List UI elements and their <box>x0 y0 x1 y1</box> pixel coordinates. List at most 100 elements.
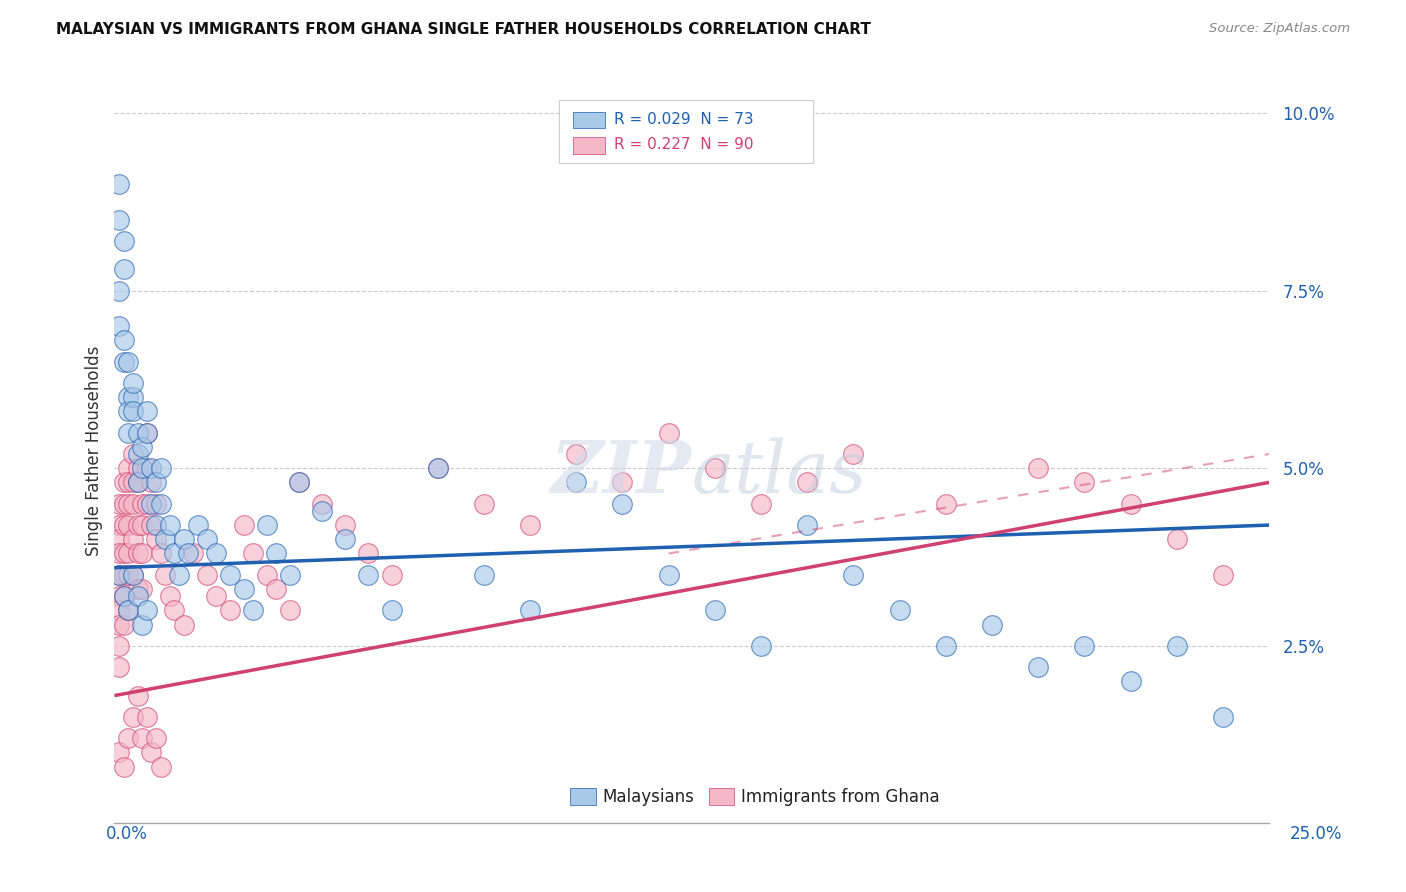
Text: atlas: atlas <box>692 438 868 508</box>
Point <box>135 603 157 617</box>
Point <box>112 234 135 248</box>
Point <box>935 639 957 653</box>
Point <box>163 546 186 560</box>
Point <box>112 334 135 348</box>
Point <box>256 518 278 533</box>
Point <box>703 603 725 617</box>
Point <box>796 518 818 533</box>
Point <box>278 603 301 617</box>
Point <box>108 212 131 227</box>
Point <box>117 603 139 617</box>
Bar <box>571 789 596 805</box>
Text: R = 0.029  N = 73: R = 0.029 N = 73 <box>614 112 754 128</box>
Point <box>177 546 200 560</box>
Point <box>112 518 135 533</box>
Point <box>232 582 254 596</box>
Point <box>131 497 153 511</box>
Point <box>167 567 190 582</box>
Bar <box>572 137 605 153</box>
Point <box>135 425 157 440</box>
Point <box>1212 710 1234 724</box>
Y-axis label: Single Father Households: Single Father Households <box>86 345 103 556</box>
Point <box>122 475 145 490</box>
Point <box>108 177 131 191</box>
Point <box>159 518 181 533</box>
Point <box>112 589 135 603</box>
Point <box>612 475 634 490</box>
Point <box>108 639 131 653</box>
Point <box>112 589 135 603</box>
Point <box>108 567 131 582</box>
Point <box>117 475 139 490</box>
Point <box>149 759 172 773</box>
Point <box>357 546 380 560</box>
Point <box>205 546 228 560</box>
Point <box>173 533 195 547</box>
Point <box>122 447 145 461</box>
Point <box>145 475 167 490</box>
Point <box>195 567 218 582</box>
Point <box>519 518 541 533</box>
Point <box>141 746 163 760</box>
FancyBboxPatch shape <box>560 100 813 163</box>
Point <box>1212 567 1234 582</box>
Point <box>135 710 157 724</box>
Point <box>335 518 357 533</box>
Point <box>658 567 681 582</box>
Point <box>288 475 311 490</box>
Point <box>117 354 139 368</box>
Point <box>127 447 149 461</box>
Point <box>1166 639 1188 653</box>
Point <box>141 518 163 533</box>
Point <box>112 617 135 632</box>
Point <box>112 546 135 560</box>
Point <box>108 518 131 533</box>
Point <box>112 497 135 511</box>
Point <box>127 475 149 490</box>
Point <box>112 354 135 368</box>
Point <box>149 497 172 511</box>
Point <box>112 759 135 773</box>
Point <box>565 475 588 490</box>
Point <box>141 461 163 475</box>
Point <box>122 567 145 582</box>
Point <box>127 518 149 533</box>
Point <box>335 533 357 547</box>
Point <box>135 425 157 440</box>
Point <box>288 475 311 490</box>
Point <box>218 603 240 617</box>
Point <box>108 497 131 511</box>
Point <box>155 567 177 582</box>
Point <box>242 603 264 617</box>
Point <box>380 567 402 582</box>
Point <box>127 689 149 703</box>
Point <box>472 567 495 582</box>
Text: 0.0%: 0.0% <box>105 825 148 843</box>
Point <box>242 546 264 560</box>
Point <box>117 567 139 582</box>
Point <box>108 617 131 632</box>
Point <box>218 567 240 582</box>
Point <box>131 440 153 454</box>
Point <box>155 533 177 547</box>
Point <box>135 497 157 511</box>
Point <box>472 497 495 511</box>
Point <box>889 603 911 617</box>
Point <box>112 475 135 490</box>
Point <box>145 533 167 547</box>
Point <box>127 589 149 603</box>
Point <box>122 404 145 418</box>
Point <box>181 546 204 560</box>
Point <box>108 567 131 582</box>
Point <box>131 731 153 746</box>
Point <box>131 461 153 475</box>
Point <box>749 497 772 511</box>
Point <box>264 582 287 596</box>
Point <box>519 603 541 617</box>
Point <box>122 390 145 404</box>
Point <box>112 567 135 582</box>
Point <box>117 425 139 440</box>
Point <box>145 731 167 746</box>
Point <box>127 461 149 475</box>
Point <box>749 639 772 653</box>
